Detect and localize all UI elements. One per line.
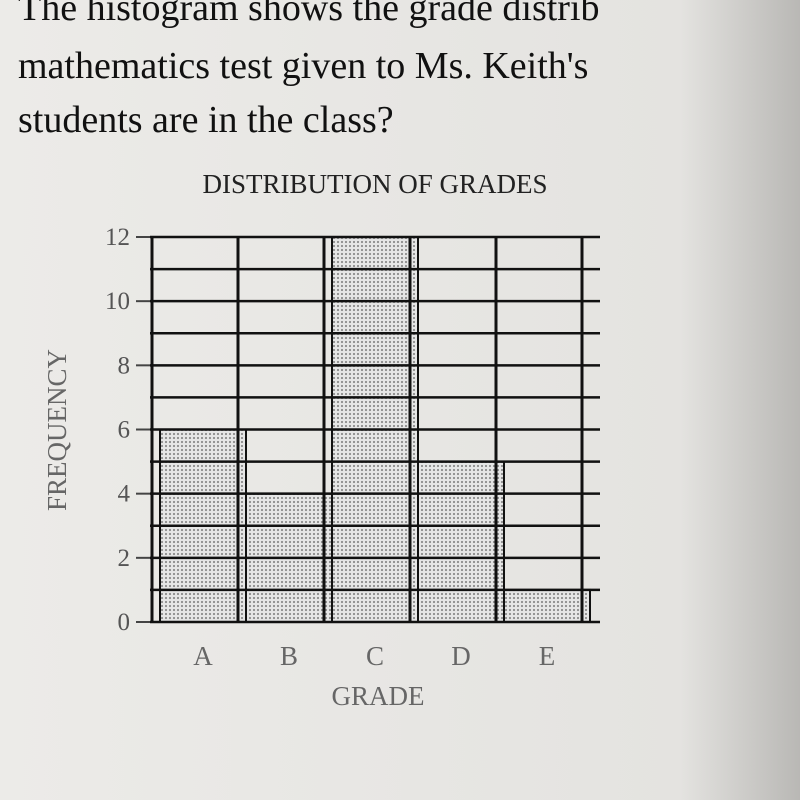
bar xyxy=(503,588,591,624)
question-line: students are in the class? xyxy=(18,99,394,141)
x-tick-label: A xyxy=(193,641,213,671)
y-tick-label: 10 xyxy=(105,288,130,315)
y-axis-label: FREQUENCY xyxy=(42,349,72,511)
y-tick-label: 12 xyxy=(105,224,130,251)
x-tick-label: C xyxy=(366,641,384,671)
x-axis-label: GRADE xyxy=(332,681,425,711)
x-tick-label: E xyxy=(539,641,556,671)
y-tick-label: 0 xyxy=(118,609,131,636)
y-tick-label: 6 xyxy=(118,417,131,444)
question-line: mathematics test given to Ms. Keith's xyxy=(18,45,588,87)
y-tick-label: 2 xyxy=(118,545,131,572)
y-tick-label: 8 xyxy=(118,352,131,379)
x-tick-label: D xyxy=(451,641,471,671)
bar xyxy=(417,460,505,624)
chart-title: DISTRIBUTION OF GRADES xyxy=(202,169,547,199)
x-tick-label: B xyxy=(280,641,298,671)
y-tick-label: 4 xyxy=(118,481,131,508)
question-line: The histogram shows the grade distrib xyxy=(18,0,600,29)
